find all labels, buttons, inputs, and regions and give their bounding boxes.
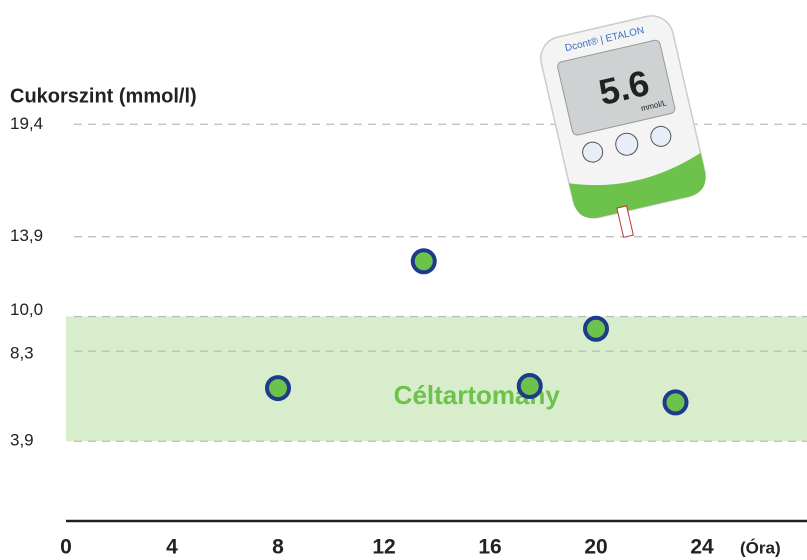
y-tick-label: 13,9 — [10, 226, 43, 245]
y-tick-label: 8,3 — [10, 344, 34, 363]
data-point — [410, 248, 437, 275]
x-tick-label: 4 — [166, 536, 178, 559]
data-point — [265, 375, 291, 402]
x-tick-label: 0 — [60, 536, 72, 559]
y-tick-label: 19,4 — [10, 114, 43, 133]
data-point — [662, 389, 689, 416]
x-tick-label: 8 — [272, 536, 284, 559]
x-tick-label: 20 — [584, 536, 607, 559]
x-unit: (Óra) — [740, 538, 781, 557]
data-point — [516, 373, 543, 400]
y-tick-label: 3,9 — [10, 431, 34, 450]
glucose-meter: Dcont® | ETALON 5.6 mmol/L — [540, 15, 706, 238]
x-tick-label: 12 — [372, 536, 395, 559]
x-tick-label: 24 — [690, 536, 714, 559]
y-tick-label: 10,0 — [10, 300, 43, 319]
target-range — [66, 316, 807, 442]
data-point — [583, 315, 609, 342]
y-axis-label: Cukorszint (mmol/l) — [10, 85, 197, 107]
x-tick-label: 16 — [478, 536, 501, 559]
